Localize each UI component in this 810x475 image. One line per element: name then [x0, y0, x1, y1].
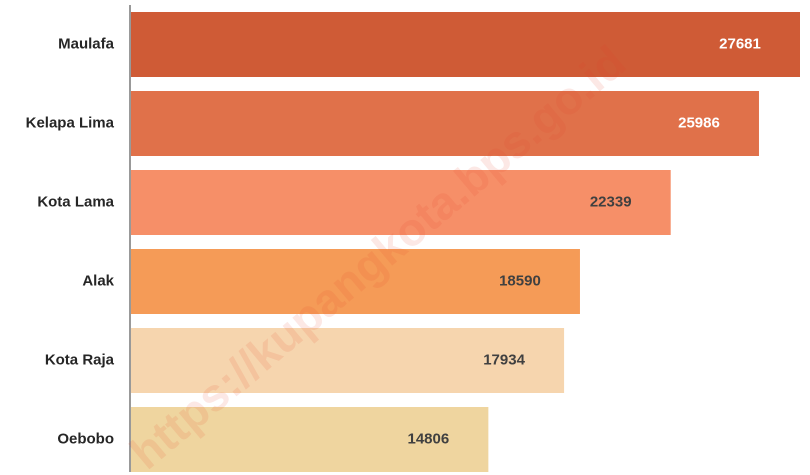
y-tick-label: Kota Raja [45, 351, 115, 368]
bar [131, 170, 671, 235]
y-tick-label: Alak [82, 272, 114, 289]
y-tick-label: Kota Lama [37, 193, 114, 210]
value-label: 17934 [483, 351, 525, 368]
value-label: 18590 [499, 272, 541, 289]
bar [131, 91, 759, 156]
bar [131, 249, 580, 314]
value-label: 27681 [719, 35, 761, 52]
value-label: 14806 [408, 430, 450, 447]
y-tick-label: Kelapa Lima [26, 114, 115, 131]
bar [131, 12, 800, 77]
y-tick-label: Maulafa [58, 35, 115, 52]
value-label: 22339 [590, 193, 632, 210]
bar [131, 407, 489, 472]
y-tick-label: Oebobo [57, 430, 114, 447]
bar [131, 328, 565, 393]
value-label: 25986 [678, 114, 720, 131]
